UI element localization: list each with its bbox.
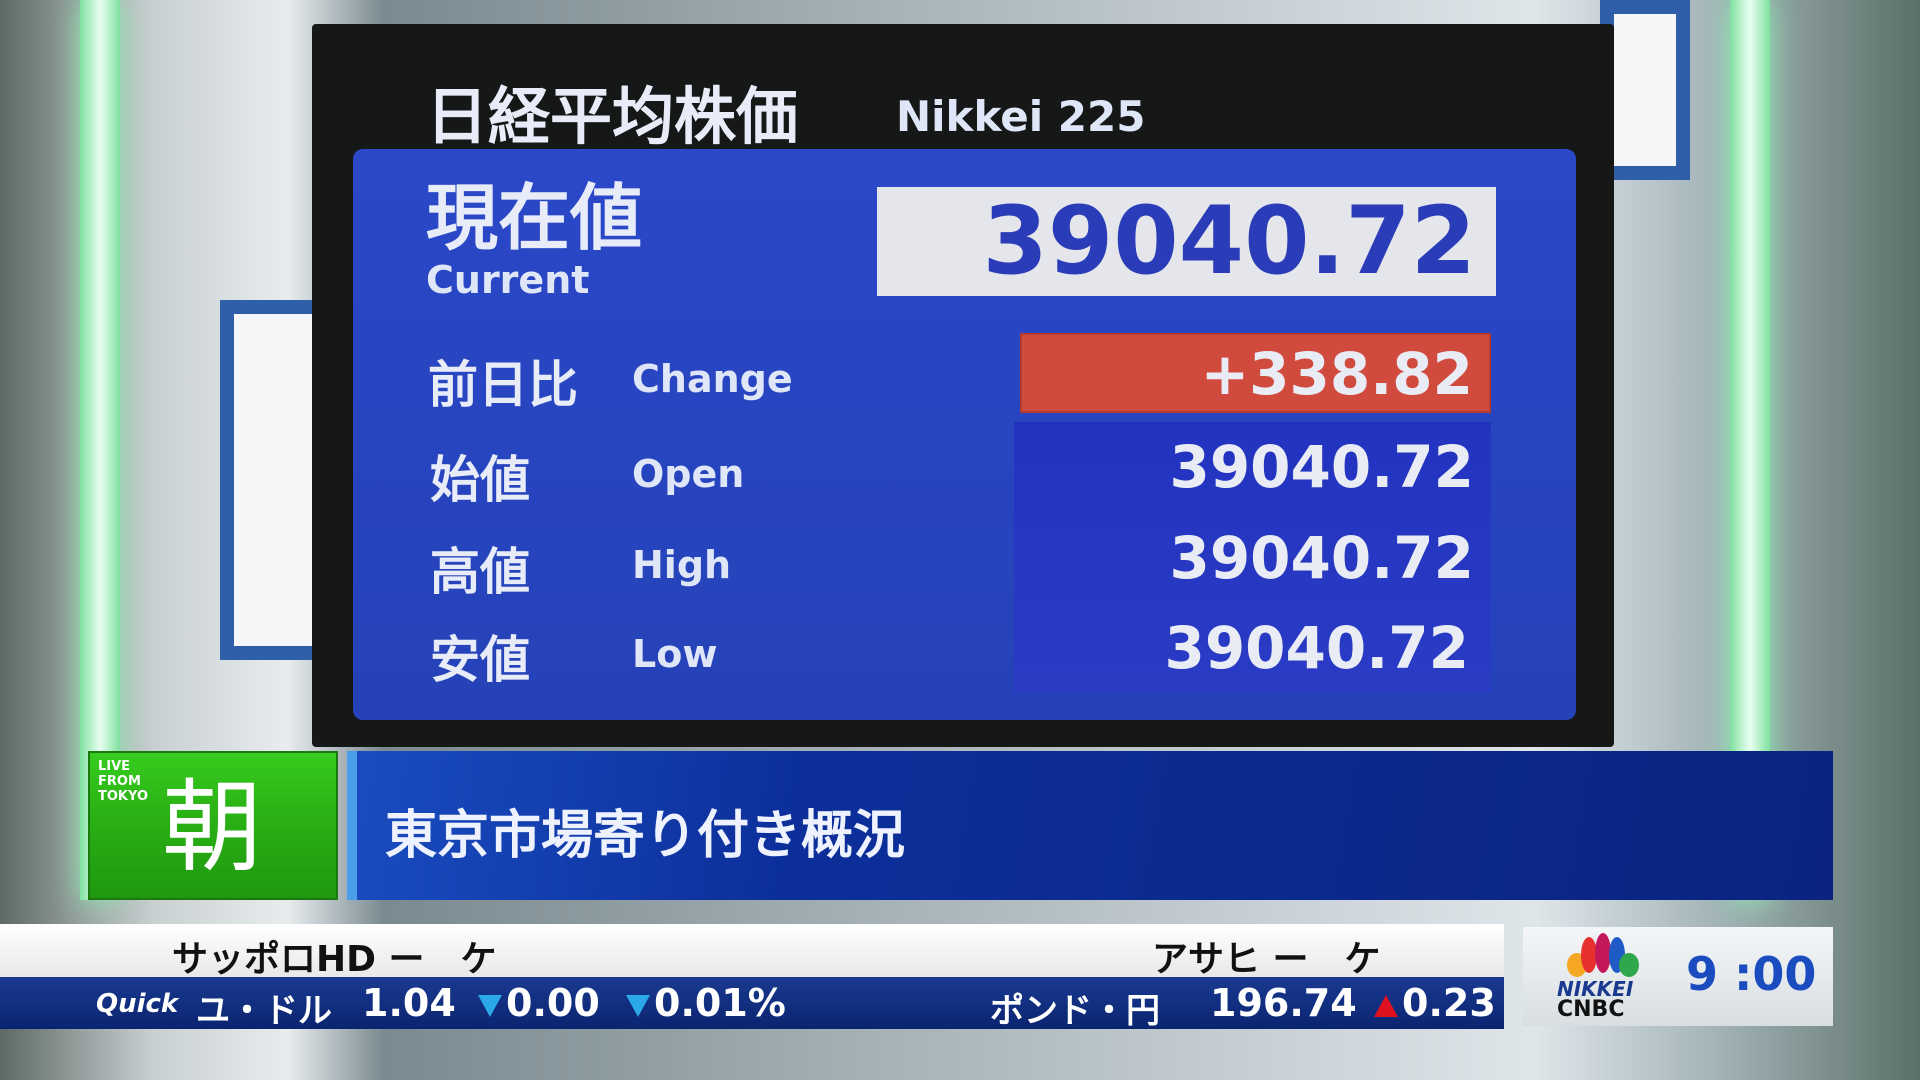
fx-pair-gbpjpy: ポンド・円 bbox=[990, 991, 1160, 1031]
change-label-jp: 前日比 bbox=[428, 356, 578, 414]
ticker-item-sapporo: サッポロHD ー ケ bbox=[172, 939, 497, 980]
nikkei-cnbc-clock-box: NIKKEI CNBC 9 :00 bbox=[1523, 927, 1833, 1026]
badge-live: LIVE bbox=[98, 759, 131, 774]
badge-kanji: 朝 bbox=[162, 769, 262, 886]
high-value: 39040.72 bbox=[1169, 524, 1474, 592]
low-value: 39040.72 bbox=[1164, 614, 1469, 682]
board-title-en: Nikkei 225 bbox=[896, 92, 1146, 141]
high-label-jp: 高値 bbox=[430, 543, 530, 601]
program-badge: LIVE FROM TOKYO 朝 bbox=[88, 751, 338, 900]
clock: 9 :00 bbox=[1686, 947, 1817, 1001]
open-value: 39040.72 bbox=[1169, 433, 1474, 501]
fx-ticker: Quick ユ・ドル 1.04 0.00 0.01% ポンド・円 196.74 … bbox=[0, 977, 1504, 1031]
change-text: 0.00 bbox=[506, 981, 600, 1025]
high-label-en: High bbox=[632, 543, 732, 587]
down-arrow-icon bbox=[626, 994, 650, 1017]
studio-light-right bbox=[1730, 0, 1770, 900]
current-value: 39040.72 bbox=[877, 187, 1496, 296]
badge-from: FROM bbox=[98, 774, 141, 789]
ticker-item-asahi: アサヒ ー ケ bbox=[1152, 939, 1381, 980]
open-label-jp: 始値 bbox=[430, 451, 530, 509]
stock-ticker: サッポロHD ー ケ アサヒ ー ケ bbox=[0, 924, 1504, 980]
logo-cnbc: CNBC bbox=[1557, 997, 1625, 1022]
peacock-icon bbox=[1567, 933, 1639, 977]
headline-bar: 東京市場寄り付き概況 bbox=[347, 751, 1833, 900]
fx-eurusd-value: 1.04 bbox=[362, 981, 456, 1025]
low-label-en: Low bbox=[632, 632, 718, 676]
change-text: 0.23 bbox=[1402, 981, 1496, 1025]
current-label-en: Current bbox=[426, 258, 590, 302]
fx-gbpjpy-change: 0.23 bbox=[1374, 981, 1496, 1025]
studio-light-left bbox=[80, 0, 120, 900]
ohl-values-box bbox=[1014, 422, 1491, 692]
pct-text: 0.01% bbox=[654, 981, 786, 1025]
logo-nikkei: NIKKEI bbox=[1557, 977, 1634, 1001]
headline: 東京市場寄り付き概況 bbox=[385, 806, 906, 866]
change-label-en: Change bbox=[632, 357, 793, 401]
live-from-tokyo: LIVE FROM TOKYO bbox=[98, 759, 148, 804]
fx-gbpjpy-value: 196.74 bbox=[1210, 981, 1357, 1025]
current-label-jp: 現在値 bbox=[426, 176, 643, 260]
low-label-jp: 安値 bbox=[430, 631, 530, 689]
board-title-jp: 日経平均株価 bbox=[426, 80, 799, 153]
fx-eurusd-pct: 0.01% bbox=[626, 981, 786, 1025]
quick-logo: Quick bbox=[96, 989, 179, 1019]
open-label-en: Open bbox=[632, 452, 745, 496]
fx-pair-eurusd: ユ・ドル bbox=[196, 991, 332, 1031]
fx-eurusd-change: 0.00 bbox=[478, 981, 600, 1025]
down-arrow-icon bbox=[478, 994, 502, 1017]
up-arrow-icon bbox=[1374, 994, 1398, 1017]
change-value: +338.82 bbox=[1020, 333, 1491, 413]
badge-tokyo: TOKYO bbox=[98, 789, 148, 804]
